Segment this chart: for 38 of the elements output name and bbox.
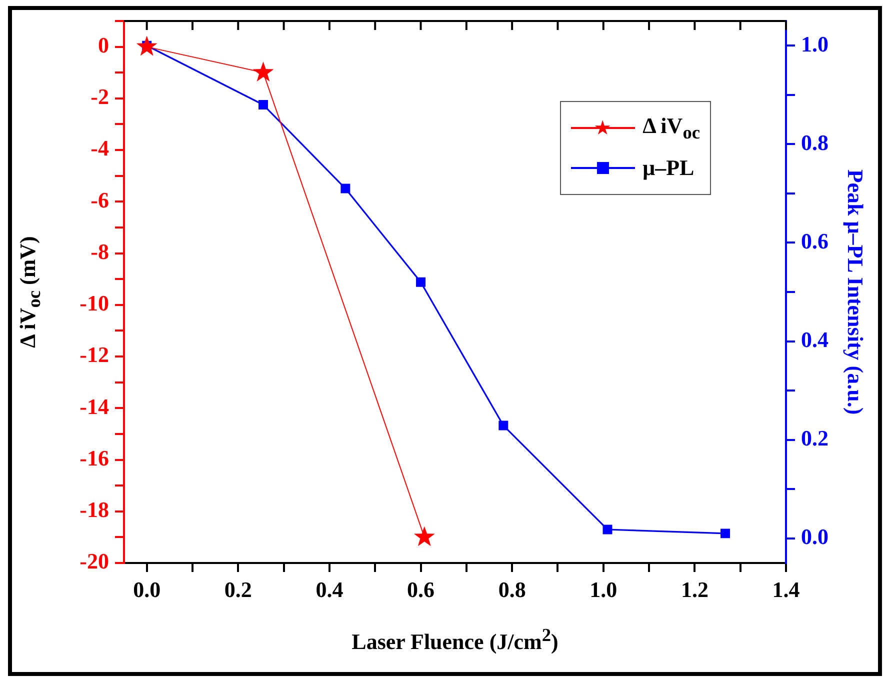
x-tick-label: 1.2 [680,576,708,602]
y2-tick-label: 0.0 [801,524,828,550]
point [602,524,612,534]
y2-tick-label: 0.8 [801,130,828,155]
x-axis-title: Laser Fluence (J/cm$^{2}$) [352,624,558,656]
y-tick-label: -20 [80,548,109,574]
point [258,100,268,110]
point [416,277,426,287]
legend-label: Δ iV$_{oc}$ [642,112,700,144]
x-tick-label: 0.6 [407,576,435,602]
point [720,528,730,538]
y-tick-label: -16 [80,445,109,470]
x-tick-label: 0.2 [224,576,252,602]
x-tick-label: 0.4 [316,576,344,602]
y2-tick-label: 1.0 [801,31,828,56]
y-tick-label: -10 [80,290,109,316]
y-tick-label: -4 [90,136,109,161]
y2-tick-label: 0.6 [801,228,828,254]
point [340,184,350,194]
y-tick-label: -12 [80,342,109,368]
y2-axis-title: Peak μ–PL Intensity (a.u.) [842,169,868,415]
point [414,526,435,546]
y-tick-label: -6 [90,187,109,212]
x-tick-label: 1.0 [590,576,618,602]
x-tick-label: 0.8 [498,576,526,602]
point [498,420,508,430]
legend-label: μ–PL [642,155,694,181]
y-tick-label: -2 [90,84,109,110]
x-tick-label: 1.4 [772,576,800,602]
y-tick-label: 0 [98,32,109,58]
y-tick-label: -8 [90,238,109,264]
point [136,36,158,56]
y2-tick-label: 0.2 [801,426,828,451]
point [252,62,274,82]
y-tick-label: -14 [80,394,109,419]
y2-tick-label: 0.4 [801,326,828,352]
x-tick-label: 0.0 [133,576,161,602]
y-tick-label: -18 [80,497,109,522]
